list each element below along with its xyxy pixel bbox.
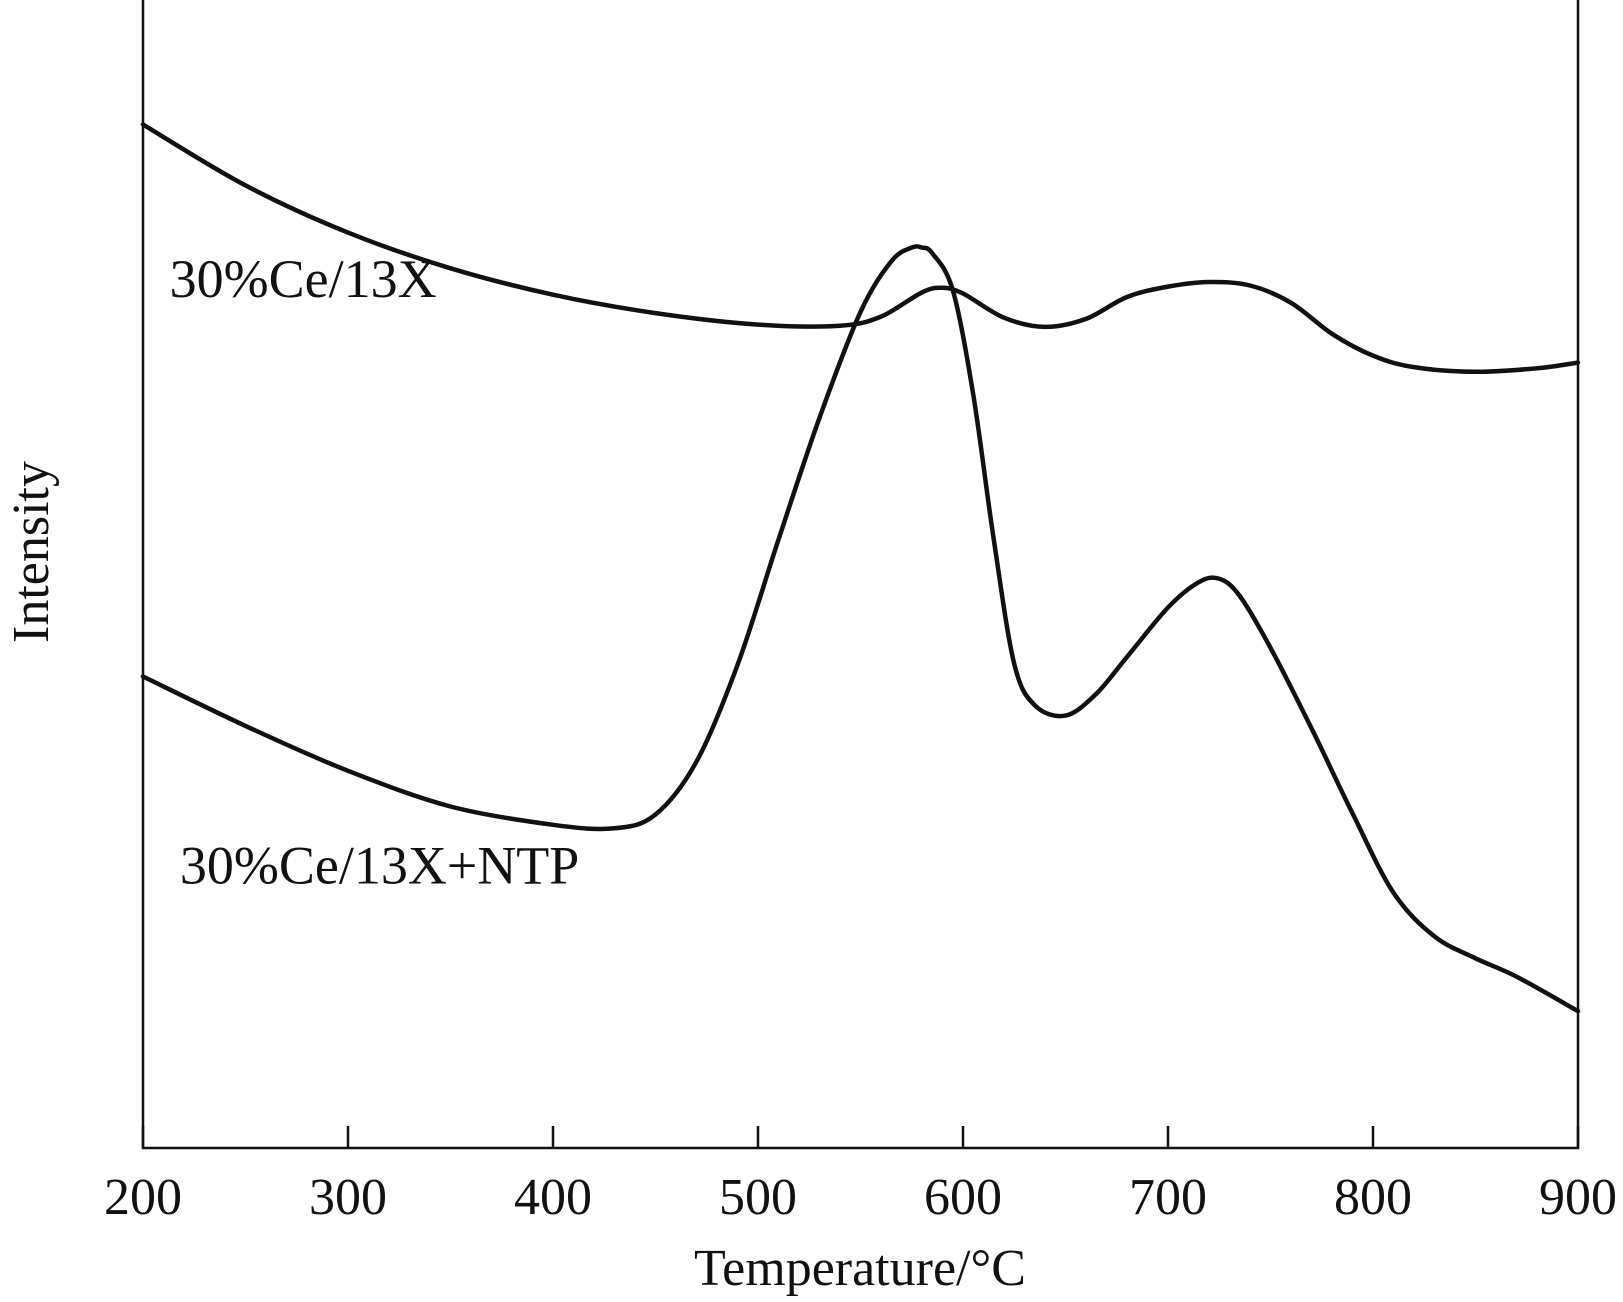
y-axis-title: Intensity [3,461,60,643]
x-axis-ticks [141,1126,1580,1148]
x-tick-label-600: 600 [924,1169,1002,1226]
series-line-2 [140,244,1581,1014]
x-tick-label-800: 800 [1334,1169,1412,1226]
x-tick-label-300: 300 [309,1169,387,1226]
x-tick-label-400: 400 [514,1169,592,1226]
plot-frame [141,0,1580,1150]
series-labels: 30%Ce/13X 30%Ce/13X+NTP [170,249,580,896]
x-tick-label-900: 900 [1539,1169,1617,1226]
series-line-1 [140,122,1581,375]
series-label-2: 30%Ce/13X+NTP [180,836,579,896]
x-tick-label-700: 700 [1129,1169,1207,1226]
x-axis-tick-labels: 200 300 400 500 600 700 800 900 [104,1169,1617,1226]
series-label-1: 30%Ce/13X [170,249,437,309]
x-tick-label-500: 500 [719,1169,797,1226]
x-axis-title: Temperature/°C [694,1240,1026,1297]
series-lines [140,122,1581,1014]
x-tick-label-200: 200 [104,1169,182,1226]
